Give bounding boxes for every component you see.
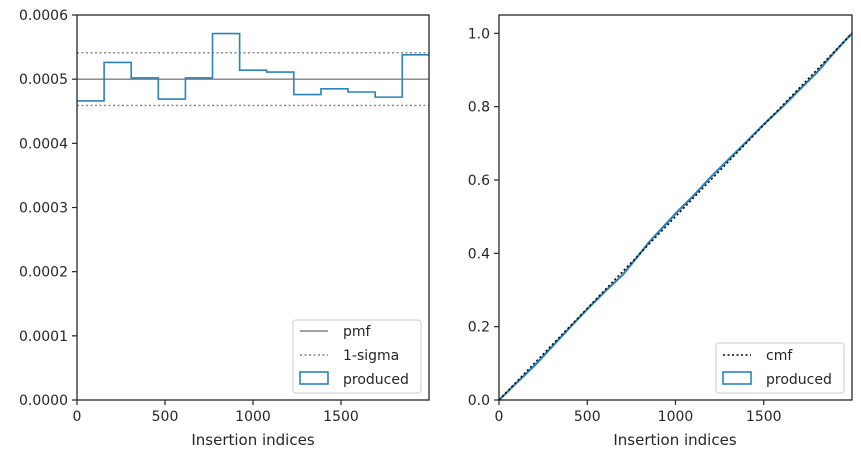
histogram-x-tick-label: 1000 — [235, 409, 271, 425]
histogram-y-tick-label: 0.0000 — [19, 393, 68, 409]
histogram-y-tick-label: 0.0001 — [19, 329, 68, 345]
cumulative-y-tick-label: 0.6 — [468, 173, 490, 189]
cumulative-y-tick-label: 0.4 — [468, 246, 490, 262]
legend-cumulative-produced-label: produced — [766, 372, 832, 388]
cumulative-x-axis-label: Insertion indices — [613, 431, 736, 449]
histogram-ref-lines — [77, 52, 429, 107]
cumulative-cmf-line — [498, 32, 853, 401]
histogram-x-tick-label: 500 — [152, 409, 179, 425]
cumulative-y-ticks: 0.0 0.2 0.4 0.6 0.8 1.0 — [468, 26, 499, 409]
legend-pmf-label: pmf — [343, 324, 372, 340]
cumulative-legend: cmf produced — [715, 342, 845, 394]
histogram-y-tick-label: 0.0005 — [19, 72, 68, 88]
legend-produced-swatch — [299, 371, 329, 385]
cumulative-legend-box — [715, 342, 845, 394]
histogram-y-ticks: 0.0000 0.0001 0.0002 0.0003 0.0004 0.0005 0.00… — [19, 8, 77, 409]
cumulative-x-tick-label: 0 — [495, 409, 504, 425]
histogram-x-tick-label: 1500 — [323, 409, 359, 425]
cumulative-x-ticks: 0 500 1000 1500 — [495, 400, 782, 425]
cumulative-y-tick-label: 0.0 — [468, 393, 490, 409]
cumulative-x-tick-label: 1500 — [746, 409, 782, 425]
histogram-legend-box — [292, 319, 422, 394]
histogram-step-line — [77, 32, 429, 102]
cumulative-y-tick-label: 0.8 — [468, 100, 490, 116]
legend-cumulative-produced-swatch — [722, 371, 752, 385]
histogram-y-tick-label: 0.0006 — [19, 8, 68, 24]
cumulative-y-tick-label: 0.2 — [468, 320, 490, 336]
cumulative-x-tick-label: 500 — [574, 409, 601, 425]
cumulative-y-tick-label: 1.0 — [468, 26, 490, 42]
histogram-y-tick-label: 0.0003 — [19, 201, 68, 217]
histogram-x-axis-label: Insertion indices — [191, 431, 314, 449]
histogram-panel: 0 500 1000 1500 0.00000.00010.00020.00030.0… — [19, 8, 430, 449]
histogram-y-tick-label: 0.0002 — [19, 265, 68, 281]
cumulative-produced-line — [498, 32, 853, 401]
histogram-x-tick-label: 0 — [73, 409, 82, 425]
histogram-x-ticks: 0 500 1000 1500 — [73, 400, 359, 425]
cumulative-plot-frame — [498, 14, 853, 401]
histogram-y-tick-label: 0.0004 — [19, 136, 68, 152]
cumulative-x-tick-label: 1000 — [658, 409, 694, 425]
cumulative-panel: 0 500 1000 1500 0.0 0.2 0.4 0.6 0.8 1.0 Insertio… — [468, 14, 853, 449]
legend-cmf-label: cmf — [766, 348, 793, 364]
legend-sigma-label: 1-sigma — [343, 348, 399, 364]
legend-produced-label: produced — [343, 372, 409, 388]
histogram-legend: pmf 1-sigma produced — [292, 319, 422, 394]
